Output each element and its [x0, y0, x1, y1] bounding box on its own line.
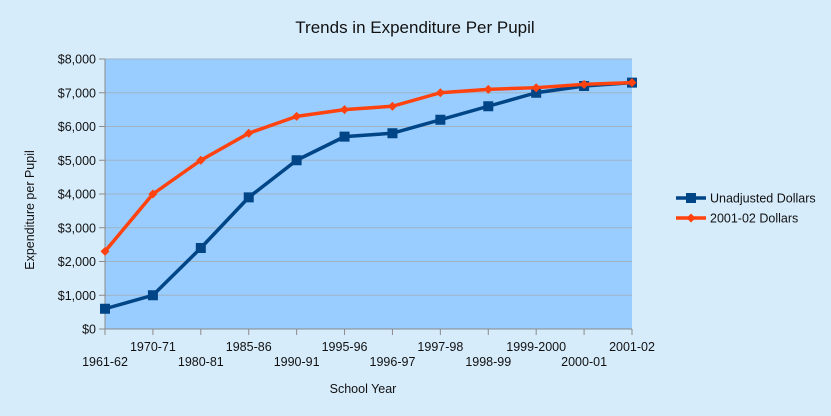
data-point-diamond: [435, 88, 445, 98]
y-tick-label: $0: [82, 323, 96, 337]
data-point-diamond: [148, 189, 158, 199]
data-series: [100, 77, 637, 314]
data-point-diamond: [100, 246, 110, 256]
x-tick-label: 1980-81: [178, 355, 224, 369]
data-point-diamond: [387, 101, 397, 111]
x-tick-label: 1990-91: [274, 355, 320, 369]
y-tick-label: $6,000: [58, 120, 96, 134]
y-axis-title: Expenditure per Pupil: [23, 150, 37, 270]
x-tick-label: 1999-2000: [506, 340, 566, 354]
data-point-diamond: [292, 111, 302, 121]
x-axis-title: School Year: [330, 382, 397, 396]
data-point-square: [243, 192, 254, 203]
data-point-diamond: [244, 128, 254, 138]
data-point-diamond: [627, 78, 637, 88]
chart-title: Trends in Expenditure Per Pupil: [295, 18, 534, 37]
data-point-square: [387, 128, 398, 139]
data-point-square: [291, 155, 302, 166]
data-point-diamond: [340, 105, 350, 115]
x-tick-label: 2000-01: [561, 355, 607, 369]
y-tick-label: $1,000: [58, 289, 96, 303]
x-tick-label: 1985-86: [226, 340, 272, 354]
x-tick-label: 1970-71: [130, 340, 176, 354]
y-tick-label: $2,000: [58, 255, 96, 269]
x-tick-label: 1961-62: [82, 355, 128, 369]
legend: Unadjusted Dollars 2001-02 Dollars: [676, 192, 816, 226]
x-tick-label: 1997-98: [417, 340, 463, 354]
data-point-diamond: [196, 155, 206, 165]
axes: $0 $1,000 $2,000 $3,000 $4,000 $5,000 $6,000 $7…: [58, 53, 655, 370]
data-point-diamond: [579, 79, 589, 89]
y-tick-label: $8,000: [58, 53, 96, 67]
x-tick-label: 1996-97: [370, 355, 416, 369]
x-tick-label: 1998-99: [465, 355, 511, 369]
data-point-square: [195, 243, 206, 253]
legend-marker-diamond: [686, 213, 696, 223]
y-tick-label: $5,000: [58, 154, 96, 168]
x-tick-label: 1995-96: [322, 340, 368, 354]
data-point-square: [483, 101, 494, 112]
series-line: [103, 80, 633, 253]
data-point-square: [435, 114, 446, 125]
data-point-square: [100, 303, 110, 314]
legend-label: 2001-02 Dollars: [710, 212, 798, 226]
y-tick-label: $3,000: [58, 221, 96, 235]
data-point-diamond: [483, 84, 493, 94]
y-tick-label: $7,000: [58, 86, 96, 100]
legend-marker-square: [686, 193, 696, 203]
x-tick-label: 2001-02: [609, 340, 655, 354]
data-point-square: [531, 87, 542, 98]
series-line: [104, 80, 633, 311]
y-tick-label: $4,000: [58, 188, 96, 202]
data-point-square: [339, 131, 350, 142]
data-point-square: [147, 290, 158, 301]
data-point-diamond: [531, 83, 541, 93]
legend-label: Unadjusted Dollars: [710, 192, 816, 206]
